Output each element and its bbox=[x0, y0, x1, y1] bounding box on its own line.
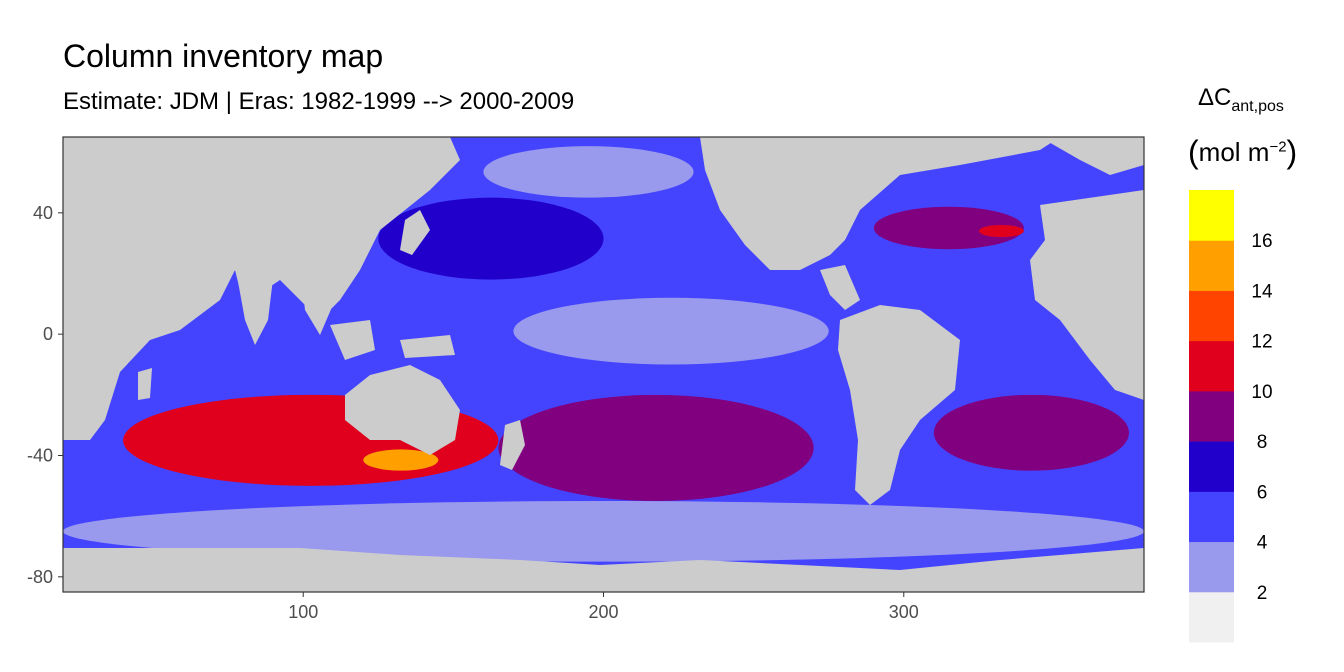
legend-title-main: ΔC bbox=[1198, 84, 1232, 111]
land-madagascar bbox=[138, 368, 152, 400]
legend-swatch-6-8 bbox=[1189, 441, 1234, 492]
legend-swatch-10-12 bbox=[1189, 340, 1234, 392]
land-sea-peninsula bbox=[300, 260, 335, 335]
land-north-america bbox=[700, 137, 1060, 270]
legend-unit-close: ) bbox=[1286, 134, 1298, 170]
land-greenland bbox=[1040, 137, 1144, 175]
legend-label-10: 10 bbox=[1251, 382, 1272, 403]
region-southern-ocean bbox=[63, 500, 1144, 562]
region-south-of-australia-maximum bbox=[363, 449, 439, 471]
legend-swatch-14-16 bbox=[1189, 240, 1234, 291]
chart-title: Column inventory map bbox=[63, 38, 384, 74]
region-equatorial-pacific bbox=[513, 297, 829, 365]
legend-label-2: 2 bbox=[1257, 583, 1268, 604]
region-north-atlantic-subtropical bbox=[873, 206, 1024, 250]
legend-swatch-8-10 bbox=[1189, 390, 1234, 442]
legend-unit-open: ( bbox=[1188, 134, 1199, 170]
y-tick-label-0: 0 bbox=[43, 324, 53, 344]
legend-label-6: 6 bbox=[1257, 482, 1268, 503]
x-tick-label-300: 300 bbox=[889, 602, 919, 622]
legend-label-14: 14 bbox=[1251, 281, 1273, 302]
y-tick-label--80: -80 bbox=[27, 567, 53, 587]
x-tick-label-100: 100 bbox=[288, 602, 318, 622]
legend-unit: (mol m−2) bbox=[1188, 134, 1297, 171]
land-europe-africa-wrap bbox=[1030, 190, 1144, 400]
legend-title-subscript: ant,pos bbox=[1231, 97, 1284, 115]
legend-title: ΔCant,pos bbox=[1198, 84, 1284, 116]
x-tick-label-200: 200 bbox=[588, 602, 618, 622]
region-north-atlantic-hotspot bbox=[978, 224, 1024, 238]
land-antarctica bbox=[63, 548, 1144, 592]
legend-label-8: 8 bbox=[1257, 432, 1268, 453]
legend-label-12: 12 bbox=[1251, 332, 1272, 353]
legend-label-16: 16 bbox=[1251, 231, 1272, 252]
legend-swatch-12-14 bbox=[1189, 290, 1234, 342]
land-new-guinea bbox=[400, 335, 455, 358]
land-borneo bbox=[330, 320, 375, 360]
legend-swatch-2-4 bbox=[1189, 541, 1234, 593]
region-north-pacific-subtropical bbox=[378, 197, 604, 280]
legend-unit-text: mol m bbox=[1198, 137, 1270, 167]
legend-swatch-16-18 bbox=[1189, 190, 1234, 241]
legend: 2 4 6 8 10 12 14 16 bbox=[1189, 190, 1273, 643]
y-tick-label-40: 40 bbox=[33, 203, 53, 223]
legend-swatch-4-6 bbox=[1189, 491, 1234, 543]
y-tick-label--40: -40 bbox=[27, 446, 53, 466]
region-north-pacific-subpolar bbox=[483, 146, 694, 198]
legend-swatch-0-2 bbox=[1189, 591, 1234, 643]
chart-subtitle: Estimate: JDM | Eras: 1982-1999 --> 2000… bbox=[63, 88, 575, 115]
land-central-america bbox=[820, 265, 860, 310]
land-japan bbox=[400, 210, 430, 255]
legend-unit-exponent: −2 bbox=[1269, 138, 1287, 156]
land-india bbox=[235, 262, 275, 345]
land-new-zealand bbox=[500, 420, 525, 470]
land-layer bbox=[63, 137, 1144, 592]
region-south-atlantic-subtropical bbox=[933, 394, 1129, 471]
legend-label-4: 4 bbox=[1257, 533, 1268, 554]
land-australia bbox=[345, 365, 460, 455]
land-south-america bbox=[838, 305, 960, 505]
region-south-pacific-subtropical bbox=[498, 394, 814, 501]
